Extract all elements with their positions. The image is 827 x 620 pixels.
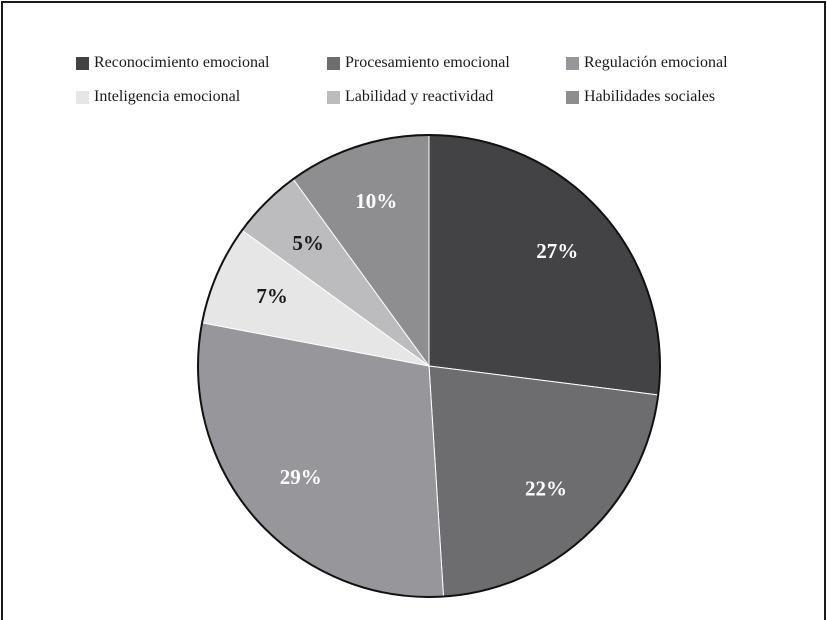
slice-label: 10%: [355, 189, 397, 213]
slice-label: 5%: [292, 231, 324, 255]
legend-swatch: [327, 90, 340, 104]
pie-outline: [197, 134, 661, 598]
pie-labels: 27% 22% 29% 7% 5% 10%: [256, 189, 578, 500]
pie-slice: [197, 322, 445, 598]
legend-swatch: [566, 56, 579, 70]
legend-item-reconocimiento: Reconocimiento emocional: [76, 55, 327, 71]
legend-label: Habilidades sociales: [584, 88, 716, 105]
legend-label: Labilidad y reactividad: [345, 88, 494, 105]
legend-swatch: [566, 90, 579, 104]
legend-label: Regulación emocional: [584, 54, 728, 71]
legend-item-labilidad: Labilidad y reactividad: [327, 89, 566, 105]
pie-slice: [428, 134, 661, 396]
legend: Reconocimiento emocional Procesamiento e…: [76, 46, 776, 114]
legend-item-regulacion: Regulación emocional: [566, 55, 728, 71]
legend-item-habilidades: Habilidades sociales: [566, 89, 715, 105]
slice-label: 7%: [256, 284, 288, 308]
legend-label: Inteligencia emocional: [94, 88, 241, 105]
legend-item-procesamiento: Procesamiento emocional: [327, 55, 566, 71]
legend-label: Procesamiento emocional: [345, 54, 510, 71]
legend-item-inteligencia: Inteligencia emocional: [76, 89, 327, 105]
legend-swatch: [76, 90, 89, 104]
pie-slices: [197, 134, 661, 598]
legend-swatch: [327, 56, 340, 70]
legend-label: Reconocimiento emocional: [94, 54, 270, 71]
legend-row-1: Reconocimiento emocional Procesamiento e…: [76, 46, 776, 80]
slice-label: 22%: [525, 476, 567, 500]
slice-label: 27%: [536, 239, 578, 263]
slice-label: 29%: [280, 465, 322, 489]
legend-swatch: [76, 56, 89, 70]
legend-row-2: Inteligencia emocional Labilidad y react…: [76, 80, 776, 114]
